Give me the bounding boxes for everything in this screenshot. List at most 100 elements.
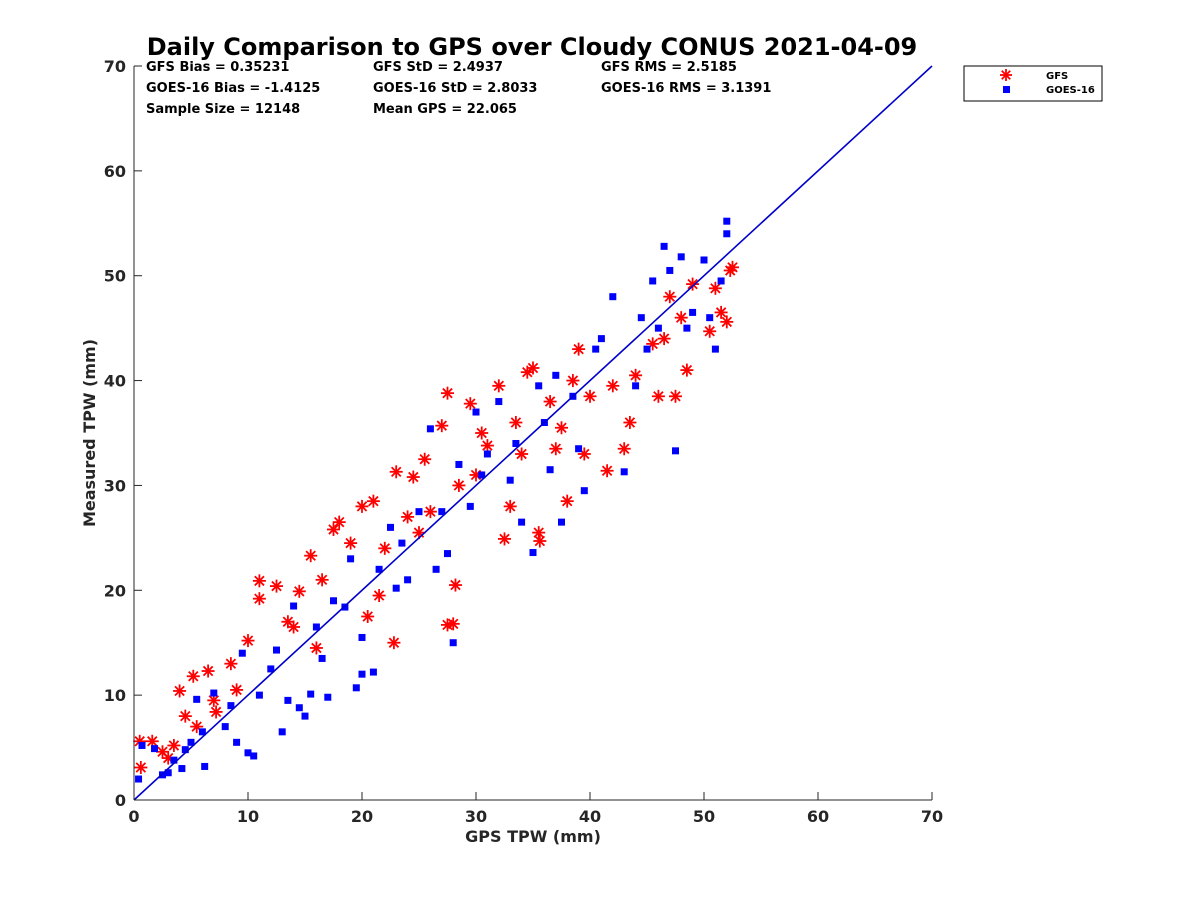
stat-gfs-std: GFS StD = 2.4937 <box>373 60 503 75</box>
gfs-point <box>663 290 677 304</box>
goes-16-point <box>660 242 668 250</box>
stat-gfs-rms: GFS RMS = 2.5185 <box>601 60 737 75</box>
gfs-point <box>714 305 728 319</box>
y-tick-label: 50 <box>104 267 126 286</box>
goes-16-point <box>138 741 146 749</box>
gfs-point <box>344 536 358 550</box>
gfs-point <box>669 389 682 403</box>
goes-16-point <box>387 523 394 531</box>
gfs-point <box>209 705 223 719</box>
goes-16-point <box>290 602 298 610</box>
legend-goes-16-marker <box>1003 86 1010 93</box>
goes-16-point <box>495 398 503 406</box>
y-tick-label: 20 <box>104 581 126 600</box>
gfs-point <box>623 416 637 430</box>
goes-16-point <box>558 518 565 526</box>
gfs-point <box>480 439 494 453</box>
goes-16-point <box>597 335 605 343</box>
gfs-point <box>549 442 563 456</box>
gfs-point <box>361 610 375 623</box>
goes-16-point <box>295 704 303 712</box>
gfs-point <box>304 549 318 563</box>
gfs-point <box>560 494 574 508</box>
goes-16-point <box>273 646 280 654</box>
stats-block: GFS Bias = 0.35231 GFS StD = 2.4937 GFS … <box>146 60 771 117</box>
gfs-point <box>389 465 403 479</box>
goes-16-point <box>198 728 206 736</box>
goes-16-point <box>529 549 537 557</box>
goes-16-point <box>178 765 186 773</box>
stat-goes-bias: GOES-16 Bias = -1.4125 <box>146 81 320 96</box>
goes-16-point <box>654 324 662 332</box>
y-tick-label: 70 <box>104 57 126 76</box>
goes-16-point <box>512 439 520 447</box>
gfs-point <box>674 311 688 325</box>
stat-goes-std: GOES-16 StD = 2.8033 <box>373 81 537 96</box>
x-axis-label: GPS TPW (mm) <box>465 827 601 846</box>
x-tick-label: 0 <box>128 807 139 826</box>
stat-sample-size: Sample Size = 12148 <box>146 102 300 117</box>
gfs-point <box>566 374 580 388</box>
legend-gfs-label: GFS <box>1046 71 1068 82</box>
x-tick-label: 40 <box>579 807 601 826</box>
chart-title: Daily Comparison to GPS over Cloudy CONU… <box>147 33 918 61</box>
goes-16-point <box>518 518 526 526</box>
gfs-point <box>555 421 568 435</box>
x-tick-label: 70 <box>921 807 943 826</box>
legend-gfs-asterisk <box>1000 69 1012 81</box>
goes-16-point <box>267 665 275 673</box>
goes-16-point <box>432 565 440 573</box>
goes-16-point <box>352 684 360 692</box>
gfs-point <box>448 578 462 592</box>
y-tick-label: 10 <box>104 686 126 705</box>
gfs-point <box>533 534 547 548</box>
gfs-point <box>292 584 306 598</box>
gfs-point <box>173 684 187 698</box>
gfs-point <box>515 447 529 461</box>
legend: GFS GOES-16 <box>963 65 1103 102</box>
gfs-point <box>190 720 204 734</box>
goes-16-point <box>151 745 159 753</box>
goes-16-point <box>706 314 714 322</box>
goes-16-point <box>449 639 457 647</box>
gfs-point <box>178 709 192 723</box>
goes-16-point <box>210 689 218 697</box>
goes-16-point <box>483 450 491 458</box>
gfs-point <box>720 315 734 329</box>
goes-16-point <box>284 696 292 704</box>
goes-16-point <box>637 314 645 322</box>
gfs-point <box>134 760 148 774</box>
gfs-point <box>281 615 295 629</box>
gfs-point <box>498 532 511 546</box>
goes-16-point <box>164 769 172 777</box>
goes-16-point <box>221 723 229 731</box>
goes-16-point <box>307 690 315 698</box>
y-axis-ticks: 0 10 20 30 40 50 60 70 <box>104 57 142 810</box>
goes-16-point <box>723 230 731 238</box>
goes-16-point <box>135 775 143 783</box>
goes-16-point <box>592 345 600 353</box>
gfs-point <box>355 499 369 513</box>
goes-16-point <box>193 695 201 703</box>
y-tick-label: 0 <box>115 791 126 810</box>
one-to-one-line <box>133 65 933 801</box>
goes-16-point <box>723 217 731 225</box>
goes-16-point <box>438 508 446 516</box>
goes-16-point <box>233 738 241 746</box>
goes-16-point <box>324 693 332 701</box>
gfs-point <box>463 397 477 411</box>
goes-16-point <box>278 728 286 736</box>
legend-gfs-marker <box>1000 69 1012 81</box>
gfs-point <box>372 589 386 603</box>
gfs-point <box>475 426 489 440</box>
goes-16-point <box>347 555 355 563</box>
x-tick-label: 50 <box>693 807 715 826</box>
gfs-point <box>657 332 671 346</box>
gfs-point <box>651 389 665 403</box>
gfs-point <box>406 470 420 484</box>
gfs-point <box>583 389 597 403</box>
x-tick-label: 60 <box>807 807 829 826</box>
gfs-point <box>315 573 329 587</box>
goes-16-point <box>717 277 725 285</box>
